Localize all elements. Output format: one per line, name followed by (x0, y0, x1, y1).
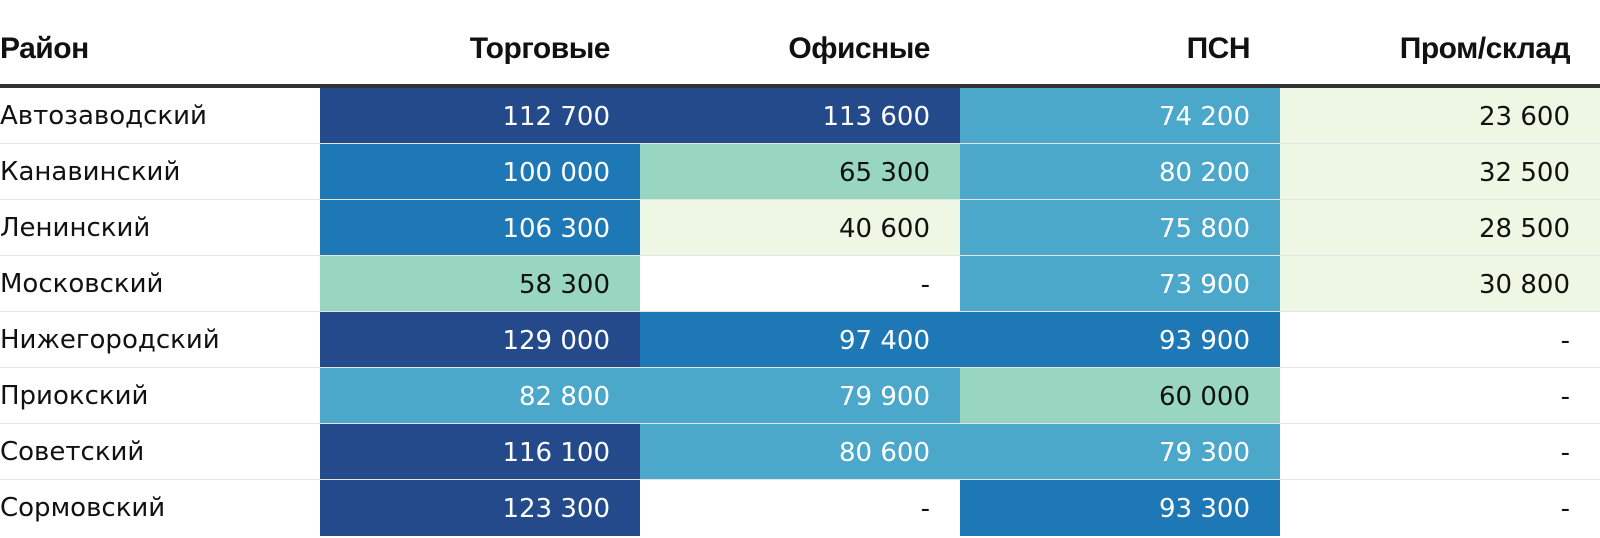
header-row: Район Торговые Офисные ПСН Пром/склад (0, 0, 1600, 88)
heatmap-cell-psn: 60 000 (960, 368, 1280, 423)
header-retail: Торговые (469, 32, 611, 65)
heatmap-cell-industrial-warehouse: 30 800 (1280, 256, 1600, 311)
district-name: Сормовский (0, 480, 320, 536)
table-row: Сормовский 123 300-93 300- (0, 480, 1600, 536)
header-district: Район (0, 32, 89, 65)
heatmap-cell-psn: 73 900 (960, 256, 1280, 311)
heatmap-cell-retail: 58 300 (320, 256, 640, 311)
district-name: Московский (0, 256, 320, 311)
table-row: Канавинский 100 000 65 300 80 200 32 500 (0, 144, 1600, 200)
district-name: Ленинский (0, 200, 320, 255)
heatmap-cell-office: - (640, 256, 960, 311)
table-row: Советский 116 100 80 600 79 300- (0, 424, 1600, 480)
heatmap-cell-industrial-warehouse: - (1280, 368, 1600, 423)
header-psn: ПСН (1186, 32, 1251, 65)
heatmap-cell-industrial-warehouse: 23 600 (1280, 88, 1600, 143)
district-name: Нижегородский (0, 312, 320, 367)
heatmap-cell-industrial-warehouse: - (1280, 480, 1600, 536)
table-row: Московский 58 300-73 900 30 800 (0, 256, 1600, 312)
heatmap-cell-psn: 74 200 (960, 88, 1280, 143)
heatmap-cell-retail: 100 000 (320, 144, 640, 199)
district-name: Советский (0, 424, 320, 479)
heatmap-cell-industrial-warehouse: - (1280, 424, 1600, 479)
heatmap-cell-retail: 116 100 (320, 424, 640, 479)
heatmap-cell-office: 79 900 (640, 368, 960, 423)
table-row: Нижегородский 129 000 97 400 93 900- (0, 312, 1600, 368)
header-industrial-warehouse: Пром/склад (1399, 32, 1571, 65)
heatmap-cell-psn: 93 300 (960, 480, 1280, 536)
heatmap-cell-retail: 106 300 (320, 200, 640, 255)
heatmap-cell-office: 80 600 (640, 424, 960, 479)
heatmap-cell-retail: 123 300 (320, 480, 640, 536)
heatmap-cell-psn: 93 900 (960, 312, 1280, 367)
district-name: Приокский (0, 368, 320, 423)
header-office: Офисные (788, 32, 930, 65)
heatmap-cell-office: - (640, 480, 960, 536)
heatmap-cell-retail: 112 700 (320, 88, 640, 143)
heatmap-cell-retail: 82 800 (320, 368, 640, 423)
heatmap-cell-industrial-warehouse: 32 500 (1280, 144, 1600, 199)
heatmap-cell-psn: 79 300 (960, 424, 1280, 479)
district-name: Автозаводский (0, 88, 320, 143)
district-name: Канавинский (0, 144, 320, 199)
heatmap-cell-psn: 80 200 (960, 144, 1280, 199)
table-row: Ленинский 106 300 40 600 75 800 28 500 (0, 200, 1600, 256)
heatmap-cell-office: 97 400 (640, 312, 960, 367)
heatmap-cell-retail: 129 000 (320, 312, 640, 367)
heatmap-cell-office: 113 600 (640, 88, 960, 143)
heatmap-cell-psn: 75 800 (960, 200, 1280, 255)
heatmap-cell-industrial-warehouse: 28 500 (1280, 200, 1600, 255)
table-row: Приокский 82 800 79 900 60 000- (0, 368, 1600, 424)
table-row: Автозаводский 112 700 113 600 74 200 23 600 (0, 88, 1600, 144)
heatmap-cell-office: 65 300 (640, 144, 960, 199)
heatmap-cell-industrial-warehouse: - (1280, 312, 1600, 367)
heatmap-cell-office: 40 600 (640, 200, 960, 255)
table-body: Автозаводский 112 700 113 600 74 200 23 600 К… (0, 88, 1600, 536)
